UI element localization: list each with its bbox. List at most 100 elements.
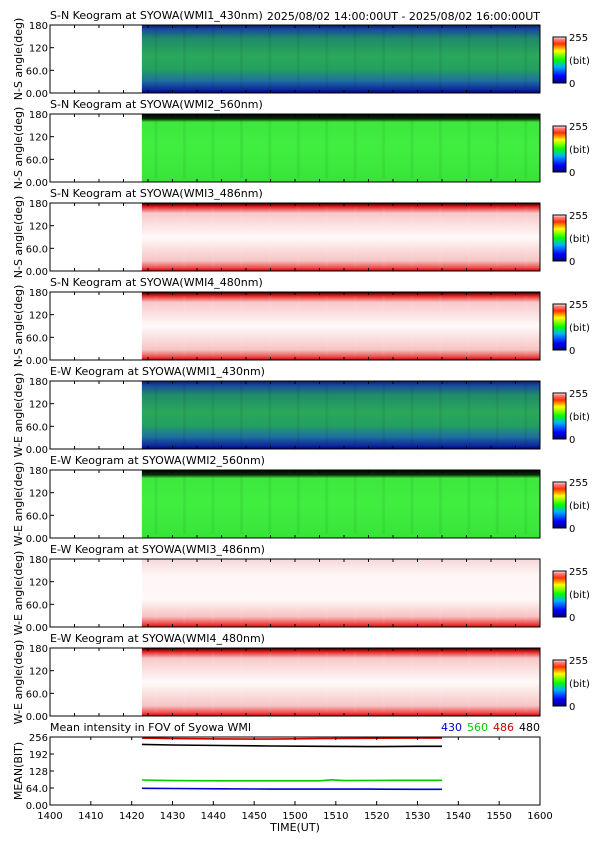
colorbar	[552, 214, 567, 262]
y-tick-label: 0.00	[26, 712, 48, 723]
y-tick-label: 120	[29, 400, 48, 411]
y-axis-label: N-S angle(deg)	[12, 107, 25, 190]
colorbar-unit-label: (bit)	[569, 323, 590, 334]
legend-486: 486	[493, 721, 514, 734]
y-tick-label: 120	[29, 222, 48, 233]
x-tick-label: 1600	[527, 811, 552, 822]
x-tick-label: 1400	[37, 811, 62, 822]
y-tick-label: 120	[29, 667, 48, 678]
keogram-panel: E-W Keogram at SYOWA(WMI1_430nm)180 120 60…	[12, 365, 590, 457]
colorbar-min-label: 0	[569, 79, 575, 90]
y-tick-label: 0.00	[26, 623, 48, 634]
keogram-image	[141, 292, 540, 360]
y-tick-label: 0.00	[26, 445, 48, 456]
keogram-image	[141, 203, 540, 271]
y-tick-label: 0.00	[26, 89, 48, 100]
y-tick-label: 120	[29, 578, 48, 589]
keogram-panel: S-N Keogram at SYOWA(WMI1_430nm)180 120 60…	[12, 9, 590, 100]
y-tick-label: 180	[29, 199, 48, 210]
plot-area	[50, 737, 540, 805]
y-tick-label: 120	[29, 133, 48, 144]
colorbar-max-label: 255	[569, 478, 588, 489]
y-axis-label: N-S angle(deg)	[12, 285, 25, 368]
colorbar	[552, 659, 567, 707]
colorbar	[552, 392, 567, 440]
y-tick-label: 180	[29, 644, 48, 655]
y-axis-label: W-E angle(deg)	[12, 373, 25, 458]
legend-560: 560	[467, 721, 488, 734]
colorbar-max-label: 255	[569, 33, 588, 44]
colorbar	[552, 481, 567, 529]
colorbar	[552, 125, 567, 173]
colorbar-unit-label: (bit)	[569, 679, 590, 690]
colorbar-max-label: 255	[569, 389, 588, 400]
y-tick-label: 180	[29, 288, 48, 299]
colorbar-max-label: 255	[569, 211, 588, 222]
y-tick-label: 180	[29, 555, 48, 566]
colorbar-unit-label: (bit)	[569, 501, 590, 512]
panel-title: E-W Keogram at SYOWA(WMI4_480nm)	[50, 632, 265, 645]
y-tick-label: 0.00	[26, 267, 48, 278]
keogram-image	[141, 559, 540, 627]
x-tick-label: 1430	[160, 811, 185, 822]
x-tick-label: 1530	[405, 811, 430, 822]
y-tick-label: 120	[29, 489, 48, 500]
y-axis-label: W-E angle(deg)	[12, 462, 25, 547]
panel-title: S-N Keogram at SYOWA(WMI1_430nm)	[50, 9, 263, 22]
y-tick-label: 0.00	[26, 801, 48, 812]
colorbar-unit-label: (bit)	[569, 590, 590, 601]
x-tick-label: 1500	[282, 811, 307, 822]
x-tick-label: 1410	[78, 811, 103, 822]
y-tick-label: 60.0	[26, 333, 48, 344]
legend-430: 430	[441, 721, 462, 734]
colorbar-unit-label: (bit)	[569, 56, 590, 67]
mean-intensity-panel: Mean intensity in FOV of Syowa WMI 480 486…	[12, 721, 553, 834]
y-tick-label: 60.0	[26, 155, 48, 166]
colorbar-max-label: 255	[569, 656, 588, 667]
keogram-panel: E-W Keogram at SYOWA(WMI4_480nm)180 120 60…	[12, 632, 590, 724]
x-tick-label: 1520	[364, 811, 389, 822]
keogram-image	[141, 648, 540, 716]
y-tick-label: 0.00	[26, 356, 48, 367]
x-tick-label: 1450	[241, 811, 266, 822]
colorbar-max-label: 255	[569, 567, 588, 578]
y-axis-label: N-S angle(deg)	[12, 196, 25, 279]
panel-title: S-N Keogram at SYOWA(WMI3_486nm)	[50, 187, 263, 200]
y-tick-label: 120	[29, 44, 48, 55]
series-line-480	[141, 743, 442, 748]
y-tick-label: 60.0	[26, 244, 48, 255]
colorbar-unit-label: (bit)	[569, 145, 590, 156]
y-tick-label: 180	[29, 21, 48, 32]
y-axis-label: MEAN(BIT)	[12, 742, 25, 800]
colorbar	[552, 570, 567, 618]
series-line-486	[141, 737, 442, 740]
panel-title: S-N Keogram at SYOWA(WMI2_560nm)	[50, 98, 263, 111]
keogram-panel: E-W Keogram at SYOWA(WMI3_486nm)180 120 60…	[12, 543, 590, 635]
x-axis-label: TIME(UT)	[269, 821, 320, 834]
colorbar	[552, 36, 567, 84]
y-tick-label: 256	[29, 733, 48, 744]
y-tick-label: 128	[29, 767, 48, 778]
y-tick-label: 60.0	[26, 422, 48, 433]
y-tick-label: 60.0	[26, 511, 48, 522]
y-tick-label: 0.00	[26, 534, 48, 545]
keogram-image	[141, 381, 540, 449]
y-tick-label: 60.0	[26, 600, 48, 611]
colorbar-min-label: 0	[569, 524, 575, 535]
series-line-560	[141, 778, 442, 782]
y-axis-label: W-E angle(deg)	[12, 551, 25, 636]
colorbar-max-label: 255	[569, 122, 588, 133]
colorbar-min-label: 0	[569, 257, 575, 268]
y-tick-label: 192	[29, 750, 48, 761]
x-tick-label: 1420	[119, 811, 144, 822]
keogram-panel: S-N Keogram at SYOWA(WMI3_486nm)180 120 60…	[12, 187, 590, 278]
colorbar-max-label: 255	[569, 300, 588, 311]
keogram-panel: S-N Keogram at SYOWA(WMI4_480nm)180 120 60…	[12, 276, 590, 367]
colorbar-unit-label: (bit)	[569, 234, 590, 245]
colorbar-min-label: 0	[569, 168, 575, 179]
x-tick-label: 1540	[446, 811, 471, 822]
x-tick-label: 1510	[323, 811, 348, 822]
y-tick-label: 0.00	[26, 178, 48, 189]
keogram-image	[141, 114, 540, 182]
